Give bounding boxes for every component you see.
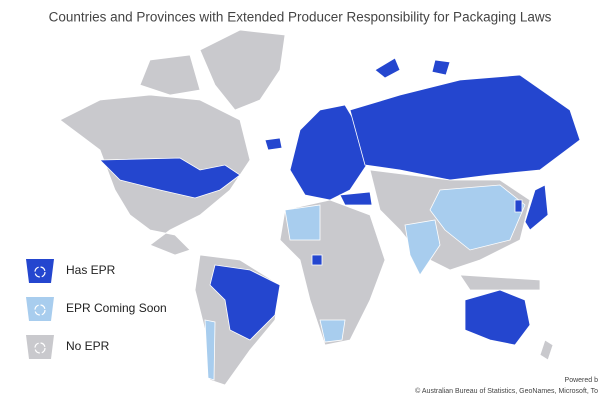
- legend-icon: [26, 259, 54, 283]
- credits: © Australian Bureau of Statistics, GeoNa…: [415, 387, 598, 395]
- legend-icon: [26, 335, 54, 359]
- region: [311, 254, 323, 266]
- legend-label: EPR Coming Soon: [66, 301, 167, 315]
- region: [524, 184, 549, 231]
- legend-label: No EPR: [66, 339, 110, 353]
- legend-icon: [26, 297, 54, 321]
- region: [284, 204, 321, 241]
- region: [429, 184, 526, 251]
- region: [539, 339, 554, 361]
- map-title: Countries and Provinces with Extended Pr…: [49, 10, 552, 25]
- region: [349, 74, 581, 181]
- world-map: [59, 29, 581, 386]
- region: [339, 191, 373, 206]
- region: [374, 57, 401, 79]
- region: [199, 29, 286, 111]
- region: [404, 219, 441, 276]
- region: [464, 289, 531, 346]
- region: [431, 59, 451, 76]
- region: [99, 157, 241, 199]
- recycle-symbol: [34, 266, 46, 278]
- recycle-symbol: [34, 304, 46, 316]
- region: [204, 319, 216, 381]
- powered-by: Powered b: [565, 377, 599, 384]
- legend: Has EPR EPR Coming Soon No EPR: [26, 259, 167, 359]
- region: [319, 319, 346, 343]
- legend-label: Has EPR: [66, 263, 116, 277]
- region: [264, 137, 283, 151]
- recycle-symbol: [34, 342, 46, 354]
- region: [459, 274, 541, 291]
- region: [139, 54, 201, 96]
- region: [514, 199, 523, 213]
- region: [209, 264, 281, 341]
